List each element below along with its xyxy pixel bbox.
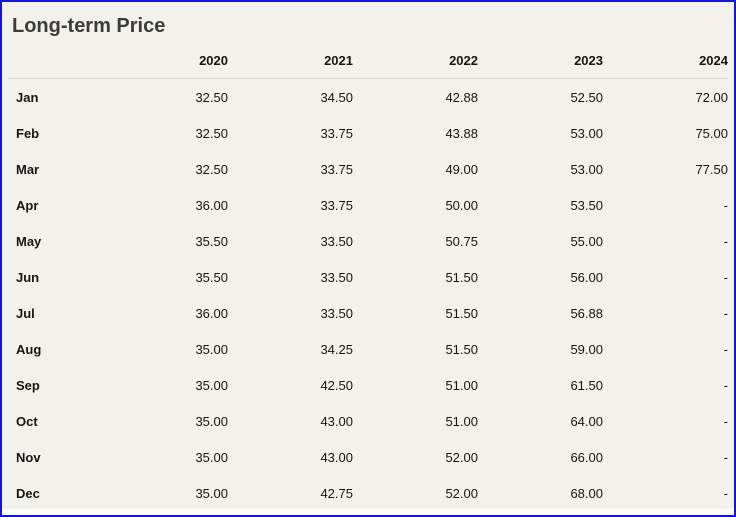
month-label: Apr xyxy=(16,197,39,213)
price-cell: 43.88 xyxy=(445,125,478,141)
price-cell: 33.50 xyxy=(320,233,353,249)
year-column-header: 2020 xyxy=(103,42,228,79)
price-cell: 49.00 xyxy=(445,161,478,177)
price-cell: 72.00 xyxy=(695,89,728,105)
price-cell: - xyxy=(723,413,728,429)
price-cell: 52.50 xyxy=(570,89,603,105)
price-cell: - xyxy=(723,305,728,321)
price-cell: - xyxy=(723,341,728,357)
price-cell: 34.50 xyxy=(320,89,353,105)
price-cell: 35.50 xyxy=(195,269,228,285)
price-cell: 77.50 xyxy=(695,161,728,177)
price-cell: 35.00 xyxy=(195,341,228,357)
price-cell: - xyxy=(723,377,728,393)
table-row: Nov 35.00 43.00 52.00 66.00 - xyxy=(8,439,728,475)
month-label: May xyxy=(16,233,42,249)
price-cell: 42.88 xyxy=(445,89,478,105)
price-cell: 35.00 xyxy=(195,485,228,501)
price-cell: - xyxy=(723,485,728,501)
table-row: Feb 32.50 33.75 43.88 53.00 75.00 xyxy=(8,115,728,151)
table-row: Jun 35.50 33.50 51.50 56.00 - xyxy=(8,259,728,295)
price-cell: 36.00 xyxy=(195,197,228,213)
price-cell: 33.75 xyxy=(320,197,353,213)
price-cell: 61.50 xyxy=(570,377,603,393)
table-row: Sep 35.00 42.50 51.00 61.50 - xyxy=(8,367,728,403)
price-cell: 64.00 xyxy=(570,413,603,429)
table-row: May 35.50 33.50 50.75 55.00 - xyxy=(8,223,728,259)
price-cell: 33.75 xyxy=(320,161,353,177)
price-cell: 32.50 xyxy=(195,89,228,105)
price-cell: 32.50 xyxy=(195,125,228,141)
month-label: Aug xyxy=(16,341,42,357)
table-body: Jan 32.50 34.50 42.88 52.50 72.00 Feb 32.50 33.7… xyxy=(8,79,728,512)
month-label: Dec xyxy=(16,485,40,501)
price-cell: 56.88 xyxy=(570,305,603,321)
month-label: Sep xyxy=(16,377,40,393)
table-row: Jul 36.00 33.50 51.50 56.88 - xyxy=(8,295,728,331)
price-cell: - xyxy=(723,197,728,213)
table-row: Dec 35.00 42.75 52.00 68.00 - xyxy=(8,475,728,511)
price-cell: 51.50 xyxy=(445,269,478,285)
price-cell: 55.00 xyxy=(570,233,603,249)
year-column-header: 2023 xyxy=(478,42,603,79)
price-cell: 68.00 xyxy=(570,485,603,501)
price-cell: 53.00 xyxy=(570,125,603,141)
page-title: Long-term Price xyxy=(12,15,166,37)
price-cell: 33.75 xyxy=(320,125,353,141)
price-cell: 51.00 xyxy=(445,413,478,429)
header-row: 2020 2021 2022 2023 2024 xyxy=(8,42,728,79)
price-cell: 42.75 xyxy=(320,485,353,501)
table-row: Jan 32.50 34.50 42.88 52.50 72.00 xyxy=(8,79,728,116)
price-cell: 51.50 xyxy=(445,341,478,357)
price-cell: 53.50 xyxy=(570,197,603,213)
month-label: Mar xyxy=(16,161,40,177)
price-cell: 51.50 xyxy=(445,305,478,321)
table-row: Mar 32.50 33.75 49.00 53.00 77.50 xyxy=(8,151,728,187)
price-cell: 51.00 xyxy=(445,377,478,393)
price-cell: 43.00 xyxy=(320,413,353,429)
price-cell: 35.00 xyxy=(195,377,228,393)
price-cell: 36.00 xyxy=(195,305,228,321)
month-label: Jan xyxy=(16,89,39,105)
year-column-header: 2021 xyxy=(228,42,353,79)
price-cell: 32.50 xyxy=(195,161,228,177)
price-cell: 35.50 xyxy=(195,233,228,249)
price-cell: 33.50 xyxy=(320,269,353,285)
price-cell: 34.25 xyxy=(320,341,353,357)
year-column-header: 2024 xyxy=(603,42,728,79)
month-label: Feb xyxy=(16,125,40,141)
price-cell: 35.00 xyxy=(195,449,228,465)
price-cell: - xyxy=(723,449,728,465)
price-cell: 50.00 xyxy=(445,197,478,213)
month-label: Nov xyxy=(16,449,41,465)
price-cell: 52.00 xyxy=(445,449,478,465)
price-cell: - xyxy=(723,269,728,285)
price-cell: 33.50 xyxy=(320,305,353,321)
price-cell: 53.00 xyxy=(570,161,603,177)
price-cell: 66.00 xyxy=(570,449,603,465)
price-cell: 43.00 xyxy=(320,449,353,465)
year-column-header: 2022 xyxy=(353,42,478,79)
table-head: 2020 2021 2022 2023 2024 xyxy=(8,42,728,79)
price-cell: 50.75 xyxy=(445,233,478,249)
price-table: 2020 2021 2022 2023 2024 Jan 32.50 34.50 42.88 5… xyxy=(8,42,728,511)
table-row: Apr 36.00 33.75 50.00 53.50 - xyxy=(8,187,728,223)
month-label: Jul xyxy=(16,305,35,321)
table-row: Aug 35.00 34.25 51.50 59.00 - xyxy=(8,331,728,367)
price-cell: 42.50 xyxy=(320,377,353,393)
price-cell: 52.00 xyxy=(445,485,478,501)
price-cell: 35.00 xyxy=(195,413,228,429)
price-cell: 75.00 xyxy=(695,125,728,141)
price-cell: - xyxy=(723,233,728,249)
month-column-header xyxy=(8,42,103,79)
price-cell: 56.00 xyxy=(570,269,603,285)
price-table-panel: Long-term Price 2020 2021 2022 2023 2024 Jan… xyxy=(2,2,734,509)
price-cell: 59.00 xyxy=(570,341,603,357)
month-label: Oct xyxy=(16,413,38,429)
month-label: Jun xyxy=(16,269,40,285)
table-row: Oct 35.00 43.00 51.00 64.00 - xyxy=(8,403,728,439)
